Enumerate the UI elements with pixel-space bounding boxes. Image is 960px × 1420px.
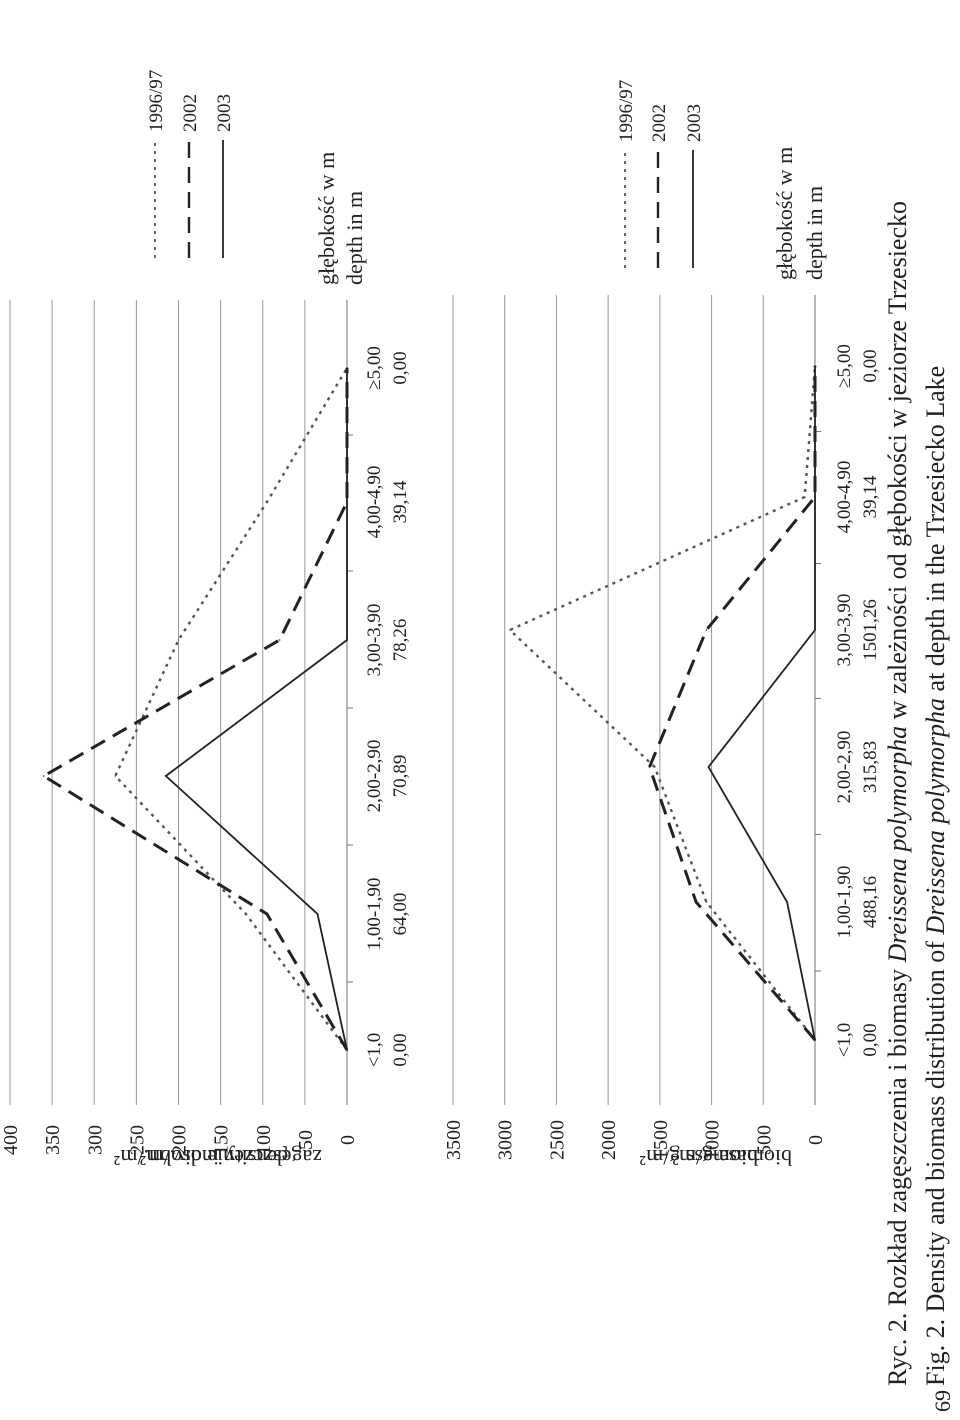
biomass-xtick-value: 488,16	[860, 876, 881, 928]
biomass-point-1996-97	[803, 496, 806, 498]
biomass-point-1996-97	[705, 901, 708, 903]
biomass-xtick-value: 0,00	[860, 349, 881, 382]
biomass-point-2003	[814, 496, 816, 498]
density-xtick-value: 39,14	[390, 480, 411, 523]
biomass-point-2003	[814, 1039, 816, 1041]
density-xlabel-pl: głębokość w m	[314, 152, 339, 285]
biomass-xtick-value: 1501,26	[860, 599, 881, 661]
page-number: 69	[930, 1390, 955, 1412]
density-xtick-value: 78,26	[390, 619, 411, 662]
density-ytick-label: 300	[84, 1125, 106, 1155]
density-ytick-label: 200	[169, 1125, 191, 1155]
density-point-2003	[165, 775, 167, 777]
biomass-ytick-label: 3000	[495, 1120, 517, 1160]
biomass-xtick-label: 1,00-1,90	[834, 866, 855, 939]
density-legend-label: 2003	[214, 94, 235, 132]
density-ytick-label: 150	[211, 1125, 233, 1155]
density-ylabel-en: density indiv./m²	[139, 1145, 288, 1170]
biomass-xtick-label: <1,0	[834, 1023, 855, 1057]
density-ytick-label: 0	[337, 1135, 359, 1145]
biomass-ytick-label: 1000	[702, 1120, 724, 1160]
density-xtick-label: 3,00-3,90	[364, 604, 385, 677]
biomass-ytick-label: 3500	[443, 1120, 465, 1160]
biomass-ylabel-en: biomass g/m²	[639, 1145, 758, 1170]
density-xlabel-en: depth in m	[342, 191, 367, 285]
biomass-xtick-value: 0,00	[860, 1023, 881, 1056]
density-legend-label: 2002	[180, 94, 201, 132]
biomass-point-2002	[695, 901, 697, 903]
density-legend-label: 1996/97	[146, 70, 167, 132]
biomass-point-2003	[814, 365, 816, 367]
density-ytick-label: 50	[295, 1130, 317, 1150]
density-point-2003	[346, 1049, 348, 1051]
density-point-2003	[346, 367, 348, 369]
biomass-point-1996-97	[509, 629, 511, 631]
density-ylabel-pl: zagęszczenie osobn./m²	[113, 1145, 322, 1170]
density-point-2003	[316, 913, 319, 915]
density-xtick-value: 0,00	[390, 1033, 411, 1066]
biomass-xtick-value: 39,14	[860, 475, 881, 518]
biomass-legend-label: 2003	[684, 104, 705, 142]
density-point-2002	[266, 913, 268, 915]
biomass-series-line-2002	[647, 366, 817, 1041]
biomass-ylabel-pl: biomasa g/m²	[672, 1145, 792, 1170]
density-point-2002	[278, 639, 281, 641]
biomass-ytick-label: 1500	[650, 1120, 672, 1160]
density-point-2003	[346, 501, 348, 503]
biomass-xtick-label: 2,00-2,90	[834, 731, 855, 804]
biomass-point-2003	[707, 766, 710, 768]
density-point-2003	[346, 639, 348, 641]
biomass-point-2002	[648, 766, 651, 768]
density-point-1996-97	[177, 639, 180, 641]
caption-block: Ryc. 2. Rozkład zagęszczenia i biomasy D…	[883, 201, 955, 1412]
density-xtick-label: 4,00-4,90	[364, 466, 385, 539]
density-point-2002	[42, 775, 45, 777]
biomass-ytick-label: 0	[805, 1135, 827, 1145]
density-series-line-2002	[40, 368, 349, 1051]
caption-polish: Ryc. 2. Rozkład zagęszczenia i biomasy D…	[883, 201, 912, 1386]
density-ytick-label: 350	[42, 1125, 64, 1155]
biomass-xtick-label: ≥5,00	[834, 344, 855, 388]
biomass-ytick-label: 500	[753, 1125, 775, 1155]
density-series-line-2003	[164, 368, 348, 1051]
density-xtick-value: 64,00	[390, 893, 411, 936]
density-xtick-value: 0,00	[390, 351, 411, 384]
density-xtick-label: 1,00-1,90	[364, 878, 385, 951]
density-series-line-1996-97	[113, 367, 349, 1051]
biomass-xlabel-pl: głębokość w m	[772, 147, 797, 280]
biomass-xtick-label: 4,00-4,90	[834, 461, 855, 534]
density-xtick-value: 70,89	[390, 755, 411, 798]
density-point-1996-97	[114, 775, 117, 777]
biomass-point-2002	[705, 629, 708, 631]
biomass-point-2003	[814, 629, 816, 631]
density-point-1996-97	[266, 501, 268, 503]
density-ytick-label: 400	[0, 1125, 22, 1155]
biomass-series-line-1996-97	[507, 365, 817, 1041]
density-ytick-label: 250	[126, 1125, 148, 1155]
biomass-xlabel-en: depth in m	[802, 186, 827, 280]
biomass-series-line-2003	[707, 366, 816, 1041]
biomass-ytick-label: 2000	[598, 1120, 620, 1160]
density-point-1996-97	[245, 913, 247, 915]
density-ytick-label: 100	[253, 1125, 275, 1155]
caption-english: Fig. 2. Density and biomass distribution…	[921, 366, 950, 1386]
biomass-legend-label: 1996/97	[616, 80, 637, 142]
biomass-ytick-label: 2500	[546, 1120, 568, 1160]
biomass-xtick-value: 315,83	[860, 741, 881, 793]
biomass-legend-label: 2002	[649, 104, 670, 142]
density-xtick-label: 2,00-2,90	[364, 740, 385, 813]
biomass-point-2003	[786, 901, 788, 903]
density-xtick-label: <1,0	[364, 1033, 385, 1067]
biomass-xtick-label: 3,00-3,90	[834, 594, 855, 667]
density-xtick-label: ≥5,00	[364, 346, 385, 390]
biomass-point-1996-97	[653, 766, 656, 768]
